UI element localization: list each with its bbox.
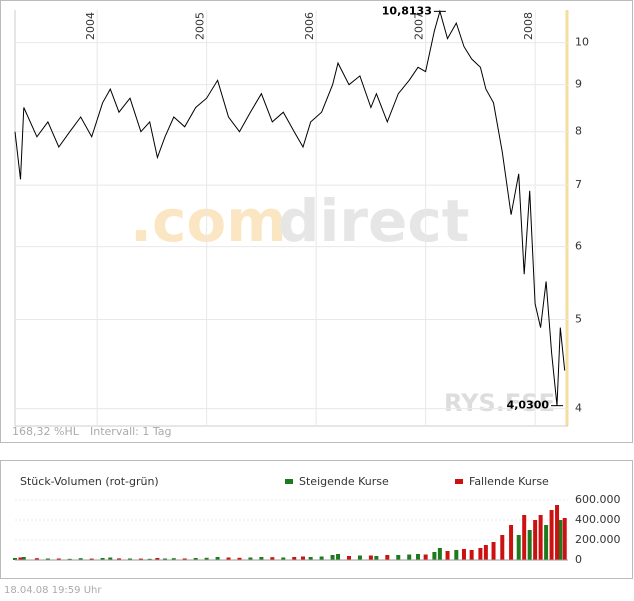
y-tick-label: 8	[575, 125, 582, 138]
y-tick-label: 400.000	[575, 513, 621, 526]
x-tick-label: 2004	[84, 12, 97, 40]
volume-bar	[89, 558, 94, 560]
volume-bar	[522, 515, 527, 560]
volume-bar	[437, 548, 442, 560]
volume-bar	[500, 535, 505, 560]
volume-bar	[292, 557, 297, 560]
volume-bar	[544, 525, 549, 560]
volume-bar	[461, 549, 466, 560]
volume-bar	[163, 558, 168, 560]
y-tick-label: 600.000	[575, 493, 621, 506]
x-tick-label: 2008	[522, 12, 535, 40]
volume-bar	[147, 558, 152, 560]
range-note: 168,32 %HL	[12, 425, 80, 438]
volume-bar	[281, 557, 286, 560]
y-tick-label: 5	[575, 313, 582, 326]
volume-bar	[45, 558, 50, 560]
volume-bar	[454, 550, 459, 560]
volume-bar	[78, 558, 83, 560]
volume-bar	[469, 550, 474, 560]
volume-bar	[117, 558, 122, 560]
volume-bar	[308, 557, 313, 560]
price-line	[14, 9, 566, 406]
volume-bar	[171, 558, 176, 560]
volume-bar	[21, 557, 26, 560]
volume-bar	[385, 555, 390, 560]
volume-bar	[336, 554, 341, 560]
volume-bar	[538, 515, 543, 560]
volume-bar	[374, 556, 379, 560]
y-tick-label: 200.000	[575, 533, 621, 546]
volume-bar	[127, 558, 132, 560]
volume-bar	[13, 558, 17, 560]
legend-swatch	[285, 479, 293, 484]
volume-bar	[555, 505, 560, 560]
volume-bar	[491, 542, 496, 560]
y-tick-label: 10	[575, 36, 589, 49]
volume-bar	[193, 558, 198, 560]
y-tick-label: 4	[575, 402, 582, 415]
volume-bar	[204, 557, 209, 560]
volume-bar	[533, 520, 538, 560]
symbol: RYS.FSE	[444, 389, 555, 417]
volume-bar	[300, 556, 305, 560]
x-tick-label: 2007	[413, 12, 426, 40]
volume-bar	[357, 555, 362, 560]
volume-bar	[248, 557, 253, 560]
volume-bar	[527, 530, 532, 560]
footer: 18.04.08 19:59 Uhr	[4, 585, 102, 596]
volume-bar	[67, 558, 72, 560]
interval-note: Intervall: 1 Tag	[90, 425, 172, 438]
volume-bar	[396, 555, 401, 560]
volume-bar	[226, 557, 231, 560]
y-tick-label: 6	[575, 240, 582, 253]
watermark: direct	[278, 187, 469, 255]
volume-bar	[18, 557, 23, 560]
volume-bar	[346, 556, 351, 560]
volume-bar	[259, 557, 264, 560]
volume-bar	[558, 520, 563, 560]
volume-bar	[237, 557, 242, 560]
y-tick-label: 7	[575, 178, 582, 191]
annotation-label: 10,8133	[382, 4, 432, 17]
legend-label: Steigende Kurse	[299, 475, 389, 488]
y-tick-label: 0	[575, 553, 582, 566]
volume-bar	[368, 555, 373, 560]
volume-bar	[138, 558, 143, 560]
x-tick-label: 2006	[303, 12, 316, 40]
volume-bar	[432, 552, 437, 560]
volume-bar	[100, 558, 105, 560]
volume-title: Stück-Volumen (rot-grün)	[20, 475, 159, 488]
watermark: .com	[130, 187, 287, 255]
volume-bar	[330, 555, 335, 560]
annotation-label: 4,0300	[507, 399, 550, 412]
volume-bar	[423, 554, 428, 560]
volume-bar	[155, 558, 160, 560]
legend-label: Fallende Kurse	[469, 475, 549, 488]
volume-bar	[56, 558, 61, 560]
volume-bar	[270, 557, 275, 560]
volume-bar	[415, 554, 420, 560]
volume-bar	[407, 554, 412, 560]
volume-bar	[445, 551, 450, 560]
x-tick-label: 2005	[194, 12, 207, 40]
volume-bar	[319, 556, 324, 560]
volume-bar	[483, 545, 488, 560]
y-tick-label: 9	[575, 78, 582, 91]
volume-bar	[215, 557, 220, 560]
volume-bar	[34, 558, 39, 560]
volume-bar	[108, 557, 113, 560]
volume-bar	[478, 548, 483, 560]
volume-bar	[182, 558, 187, 560]
volume-bar	[509, 525, 514, 560]
legend-swatch	[455, 479, 463, 484]
volume-bar	[549, 510, 554, 560]
volume-bar	[516, 535, 521, 560]
volume-bar	[562, 518, 567, 560]
